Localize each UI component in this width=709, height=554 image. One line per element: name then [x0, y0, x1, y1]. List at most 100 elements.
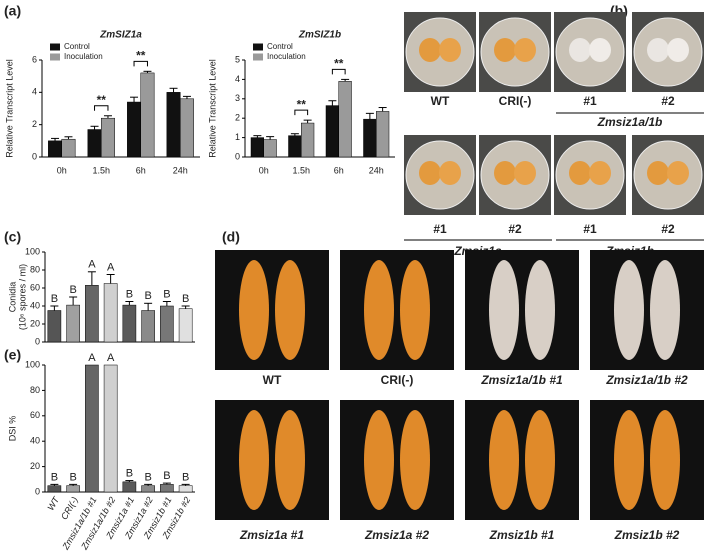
chart-title: ZmSIZ1a [99, 30, 142, 41]
bar [250, 137, 264, 158]
y-tick-label: 40 [30, 300, 40, 310]
photo [340, 400, 454, 520]
bar [363, 118, 377, 158]
bar [301, 122, 315, 158]
ear [650, 410, 680, 510]
significance-label: ** [97, 93, 107, 107]
legend-label: Control [64, 42, 90, 51]
y-tick-label: 0 [35, 336, 40, 346]
bar [103, 364, 118, 493]
significance-bracket [331, 68, 346, 75]
x-tick-label: 1.5h [92, 165, 110, 175]
photo-label: #1 [583, 222, 597, 236]
bar [140, 72, 155, 158]
significance-letter: B [144, 290, 151, 302]
kernel [494, 161, 516, 185]
ear [239, 260, 269, 360]
y-tick-label: 60 [30, 410, 40, 420]
kernel [514, 161, 536, 185]
ear [489, 260, 519, 360]
photo-label: WT [431, 94, 450, 108]
y-tick-label: 4 [32, 87, 37, 97]
x-tick-label: WT [46, 494, 62, 512]
significance-label: ** [297, 97, 307, 111]
group-label: Zmsiz1a/1b [597, 115, 663, 129]
panel-label: (d) [222, 229, 240, 245]
kernel [647, 38, 669, 62]
photo-label: #2 [508, 222, 522, 236]
ear [525, 260, 555, 360]
ear [650, 260, 680, 360]
kernel [667, 161, 689, 185]
y-tick-label: 100 [25, 359, 40, 369]
bar [101, 117, 115, 158]
ear [364, 260, 394, 360]
bar [288, 135, 302, 158]
legend-swatch [253, 43, 263, 51]
x-tick-label: 24h [369, 165, 384, 175]
bar [127, 101, 141, 158]
significance-bracket [133, 60, 148, 67]
significance-letter: B [51, 293, 58, 305]
y-axis-label: (10⁶ spores / ml) [17, 264, 27, 330]
kernel [494, 38, 516, 62]
significance-letter: A [88, 352, 96, 364]
x-tick-label: 1.5h [292, 165, 310, 175]
x-tick-label: 6h [334, 165, 344, 175]
bar [166, 92, 181, 158]
bar [338, 81, 352, 158]
photo-label: #1 [583, 94, 597, 108]
photo [465, 250, 579, 370]
ear [614, 410, 644, 510]
kernel [589, 38, 611, 62]
kernel [514, 38, 536, 62]
bar [87, 129, 102, 158]
y-tick-label: 2 [32, 119, 37, 129]
bar [178, 485, 193, 493]
photo [215, 400, 329, 520]
bar [141, 485, 155, 493]
significance-letter: B [182, 293, 189, 305]
significance-bracket [294, 109, 309, 116]
photo-label: Zmsiz1a #1 [239, 528, 304, 542]
y-tick-label: 40 [30, 436, 40, 446]
bar [263, 139, 277, 158]
kernel [569, 38, 591, 62]
kernel [569, 161, 591, 185]
panel-label: (a) [4, 3, 21, 19]
bar [180, 98, 194, 158]
bar [160, 305, 174, 343]
bar [66, 304, 80, 343]
photo [340, 250, 454, 370]
photo-label: CRI(-) [381, 373, 414, 387]
x-tick-label: 6h [136, 165, 146, 175]
y-tick-label: 20 [30, 461, 40, 471]
bar [122, 304, 137, 343]
bar [178, 308, 193, 343]
photo-label: Zmsiz1b #2 [614, 528, 680, 542]
y-tick-label: 3 [235, 93, 240, 103]
y-axis-label: DSI % [7, 416, 17, 442]
kernel [439, 161, 461, 185]
chart-title: ZmSIZ1b [298, 30, 341, 41]
kernel [667, 38, 689, 62]
photo [590, 250, 704, 370]
y-axis-label: Relative Transcript Level [4, 59, 14, 158]
kernel [419, 161, 441, 185]
panel-label: (e) [4, 347, 21, 363]
photo-label: #2 [661, 222, 675, 236]
bar [48, 140, 62, 158]
x-tick-label: 0h [57, 165, 67, 175]
legend-swatch [50, 53, 60, 61]
y-tick-label: 5 [235, 54, 240, 64]
significance-label: ** [136, 48, 146, 62]
y-tick-label: 2 [235, 113, 240, 123]
legend-label: Inoculation [64, 52, 103, 61]
bar [61, 138, 76, 158]
kernel [647, 161, 669, 185]
significance-letter: B [51, 471, 58, 483]
ear [489, 410, 519, 510]
bar [47, 485, 62, 493]
significance-letter: B [163, 288, 170, 300]
